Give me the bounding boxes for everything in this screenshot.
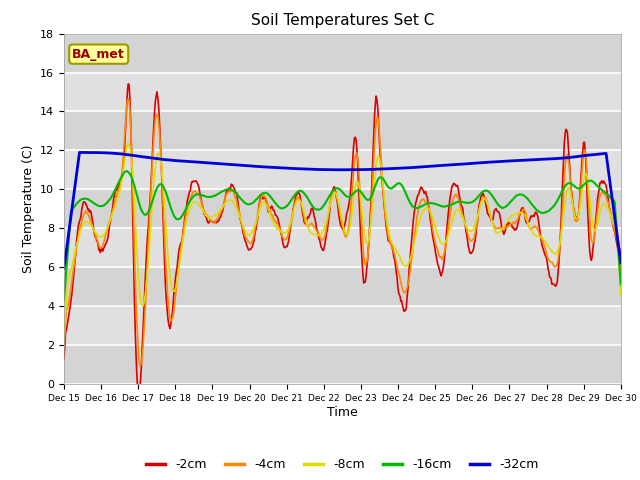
Bar [64,267,621,306]
Bar [64,228,621,267]
Bar [64,189,621,228]
Bar [64,111,621,150]
Text: BA_met: BA_met [72,48,125,60]
Bar [64,345,621,384]
Bar [64,34,621,72]
Bar [64,306,621,345]
Title: Soil Temperatures Set C: Soil Temperatures Set C [251,13,434,28]
Y-axis label: Soil Temperature (C): Soil Temperature (C) [22,144,35,273]
X-axis label: Time: Time [327,406,358,419]
Bar [64,150,621,189]
Legend: -2cm, -4cm, -8cm, -16cm, -32cm: -2cm, -4cm, -8cm, -16cm, -32cm [141,453,543,476]
Bar [64,72,621,111]
